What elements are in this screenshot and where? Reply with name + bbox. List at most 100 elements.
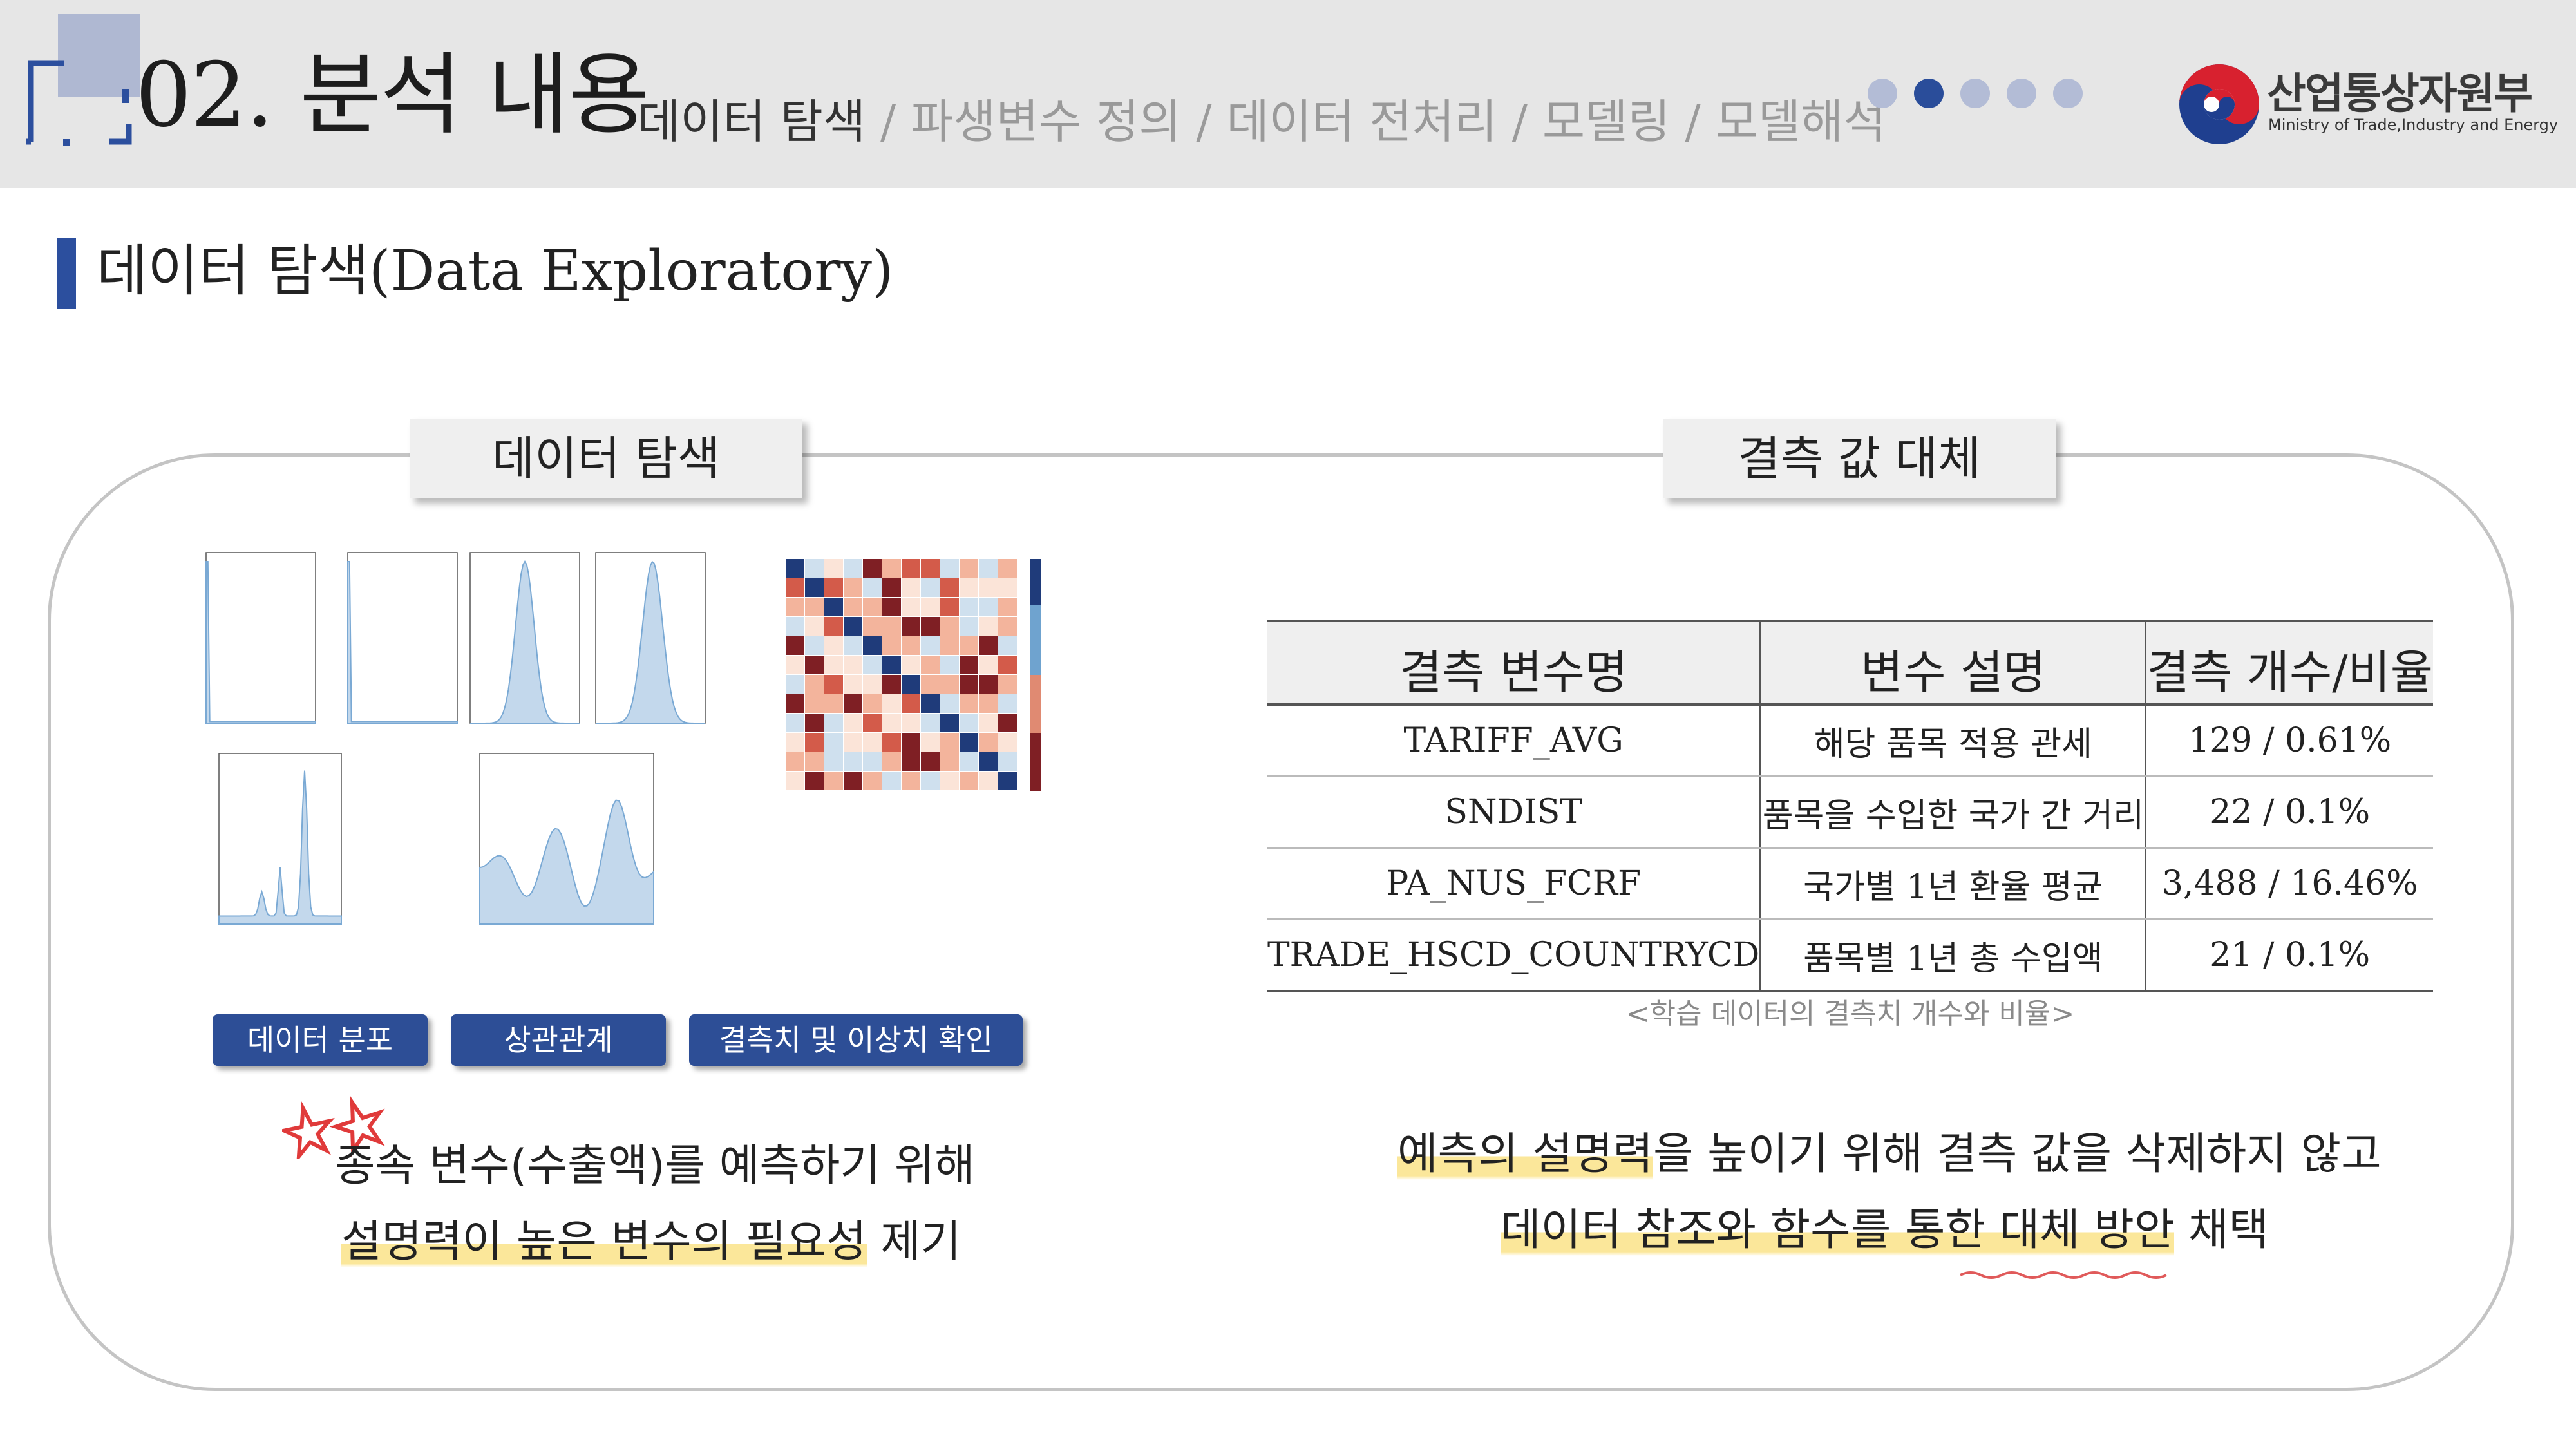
heatmap-cell xyxy=(844,636,862,655)
heatmap-cell xyxy=(863,559,882,578)
heatmap-cell xyxy=(960,733,978,752)
heatmap-cell xyxy=(824,772,843,790)
heatmap-cell xyxy=(805,578,824,597)
breadcrumb-item[interactable]: / 모델링 xyxy=(1497,95,1671,149)
heatmap-cell xyxy=(882,578,901,597)
variable-description-cell: 국가별 1년 환율 평균 xyxy=(1759,848,2146,920)
heatmap-cell xyxy=(921,675,940,694)
heatmap-cell xyxy=(786,636,804,655)
heatmap-cell xyxy=(902,636,920,655)
heatmap-cell xyxy=(882,598,901,616)
heatmap-cell xyxy=(882,636,901,655)
heatmap-cell xyxy=(844,675,862,694)
breadcrumb-item-active[interactable]: 데이터 탐색 xyxy=(638,95,866,149)
heatmap-cell xyxy=(882,733,901,752)
heatmap-cell xyxy=(844,694,862,713)
heatmap-cell xyxy=(844,656,862,674)
heatmap-cell xyxy=(844,733,862,752)
heatmap-cell xyxy=(882,772,901,790)
heatmap-cell xyxy=(960,656,978,674)
heatmap-cell xyxy=(805,733,824,752)
heatmap-cell xyxy=(863,733,882,752)
density-curve xyxy=(596,560,705,724)
heatmap-cell xyxy=(863,578,882,597)
heatmap-cell xyxy=(786,675,804,694)
right-highlight-text-1: 예측의 설명력 xyxy=(1397,1129,1653,1180)
heatmap-cell xyxy=(882,656,901,674)
variable-description-cell: 해당 품목 적용 관세 xyxy=(1759,705,2146,777)
page-dot[interactable] xyxy=(1960,79,1990,108)
right-highlight-text-2: 데이터 참조와 함수를 통한 대체 방안 xyxy=(1501,1205,2175,1256)
heatmap-cell xyxy=(921,578,940,597)
data-distribution-button[interactable]: 데이터 분포 xyxy=(213,1014,428,1066)
colorbar-segment xyxy=(1030,559,1041,565)
plot-panel xyxy=(479,753,654,925)
heatmap-cell xyxy=(786,617,804,636)
missing-values-table: 결측 변수명 변수 설명 결측 개수/비율 TARIFF_AVG 해당 품목 적… xyxy=(1267,620,2433,992)
correlation-button[interactable]: 상관관계 xyxy=(451,1014,666,1066)
heatmap-cell xyxy=(844,559,862,578)
heatmap-cell xyxy=(960,675,978,694)
heatmap-cell xyxy=(979,559,998,578)
colorbar-segment xyxy=(1030,571,1041,577)
heatmap-cell xyxy=(940,559,959,578)
missing-outlier-check-button[interactable]: 결측치 및 이상치 확인 xyxy=(689,1014,1023,1066)
colorbar-segment xyxy=(1030,744,1041,751)
heatmap-cell xyxy=(921,772,940,790)
heatmap-cell xyxy=(902,733,920,752)
distribution-plots xyxy=(205,552,706,925)
heatmap-cell xyxy=(940,675,959,694)
heatmap-cell xyxy=(844,598,862,616)
table-row: TARIFF_AVG 해당 품목 적용 관세 129 / 0.61% xyxy=(1267,705,2433,777)
heatmap-cell xyxy=(998,598,1017,616)
colorbar-segment xyxy=(1030,687,1041,693)
density-curve xyxy=(218,770,342,925)
heatmap-cell xyxy=(940,772,959,790)
heatmap-cell xyxy=(998,694,1017,713)
heatmap-cell xyxy=(805,636,824,655)
heatmap-cell xyxy=(902,752,920,771)
heatmap-cell xyxy=(998,752,1017,771)
plot-panel xyxy=(595,552,706,724)
heatmap-cell xyxy=(921,559,940,578)
heatmap-cell xyxy=(902,598,920,616)
page-dot-active[interactable] xyxy=(1914,79,1944,108)
heatmap-cell xyxy=(824,656,843,674)
heatmap-cell xyxy=(998,714,1017,732)
heatmap-cell xyxy=(998,733,1017,752)
colorbar-segment xyxy=(1030,715,1041,722)
colorbar-segment xyxy=(1030,756,1041,762)
section-title: 02. 분석 내용 xyxy=(135,43,650,147)
breadcrumb-item[interactable]: / 데이터 전처리 xyxy=(1181,95,1497,149)
heatmap-cell xyxy=(921,617,940,636)
heatmap-cell xyxy=(805,598,824,616)
missing-count-cell: 129 / 0.61% xyxy=(2145,705,2433,777)
heatmap-cell xyxy=(824,752,843,771)
heatmap-cell xyxy=(902,559,920,578)
colorbar-segment xyxy=(1030,750,1041,757)
page-dot[interactable] xyxy=(2053,79,2083,108)
heatmap-cell xyxy=(824,675,843,694)
breadcrumb-item[interactable]: / 모델해석 xyxy=(1670,95,1886,149)
breadcrumb: 데이터 탐색 / 파생변수 정의 / 데이터 전처리 / 모델링 / 모델해석 xyxy=(638,95,1886,149)
heatmap-cell xyxy=(998,578,1017,597)
colorbar-segment xyxy=(1030,704,1041,710)
density-curve xyxy=(347,561,458,724)
page-dot[interactable] xyxy=(1868,79,1897,108)
breadcrumb-item[interactable]: / 파생변수 정의 xyxy=(866,95,1182,149)
left-statement-line2: 설명력이 높은 변수의 필요성 제기 xyxy=(341,1216,961,1269)
heatmap-cell xyxy=(863,694,882,713)
colorbar-segment xyxy=(1030,733,1041,739)
ministry-logo: 산업통상자원부 Ministry of Trade,Industry and E… xyxy=(2177,59,2558,149)
variable-name-cell: TRADE_HSCD_COUNTRYCD xyxy=(1267,919,1761,992)
slide-header: 02. 분석 내용 데이터 탐색 / 파생변수 정의 / 데이터 전처리 / 모… xyxy=(0,0,2576,188)
heatmap-cell xyxy=(960,559,978,578)
colorbar-segment xyxy=(1030,681,1041,687)
heatmap-cell xyxy=(863,656,882,674)
page-dot[interactable] xyxy=(2007,79,2036,108)
heatmap-cell xyxy=(805,559,824,578)
heatmap-cell xyxy=(998,617,1017,636)
heatmap-cell xyxy=(979,733,998,752)
red-squiggle-underline xyxy=(1960,1271,2167,1279)
heatmap-cell xyxy=(940,694,959,713)
